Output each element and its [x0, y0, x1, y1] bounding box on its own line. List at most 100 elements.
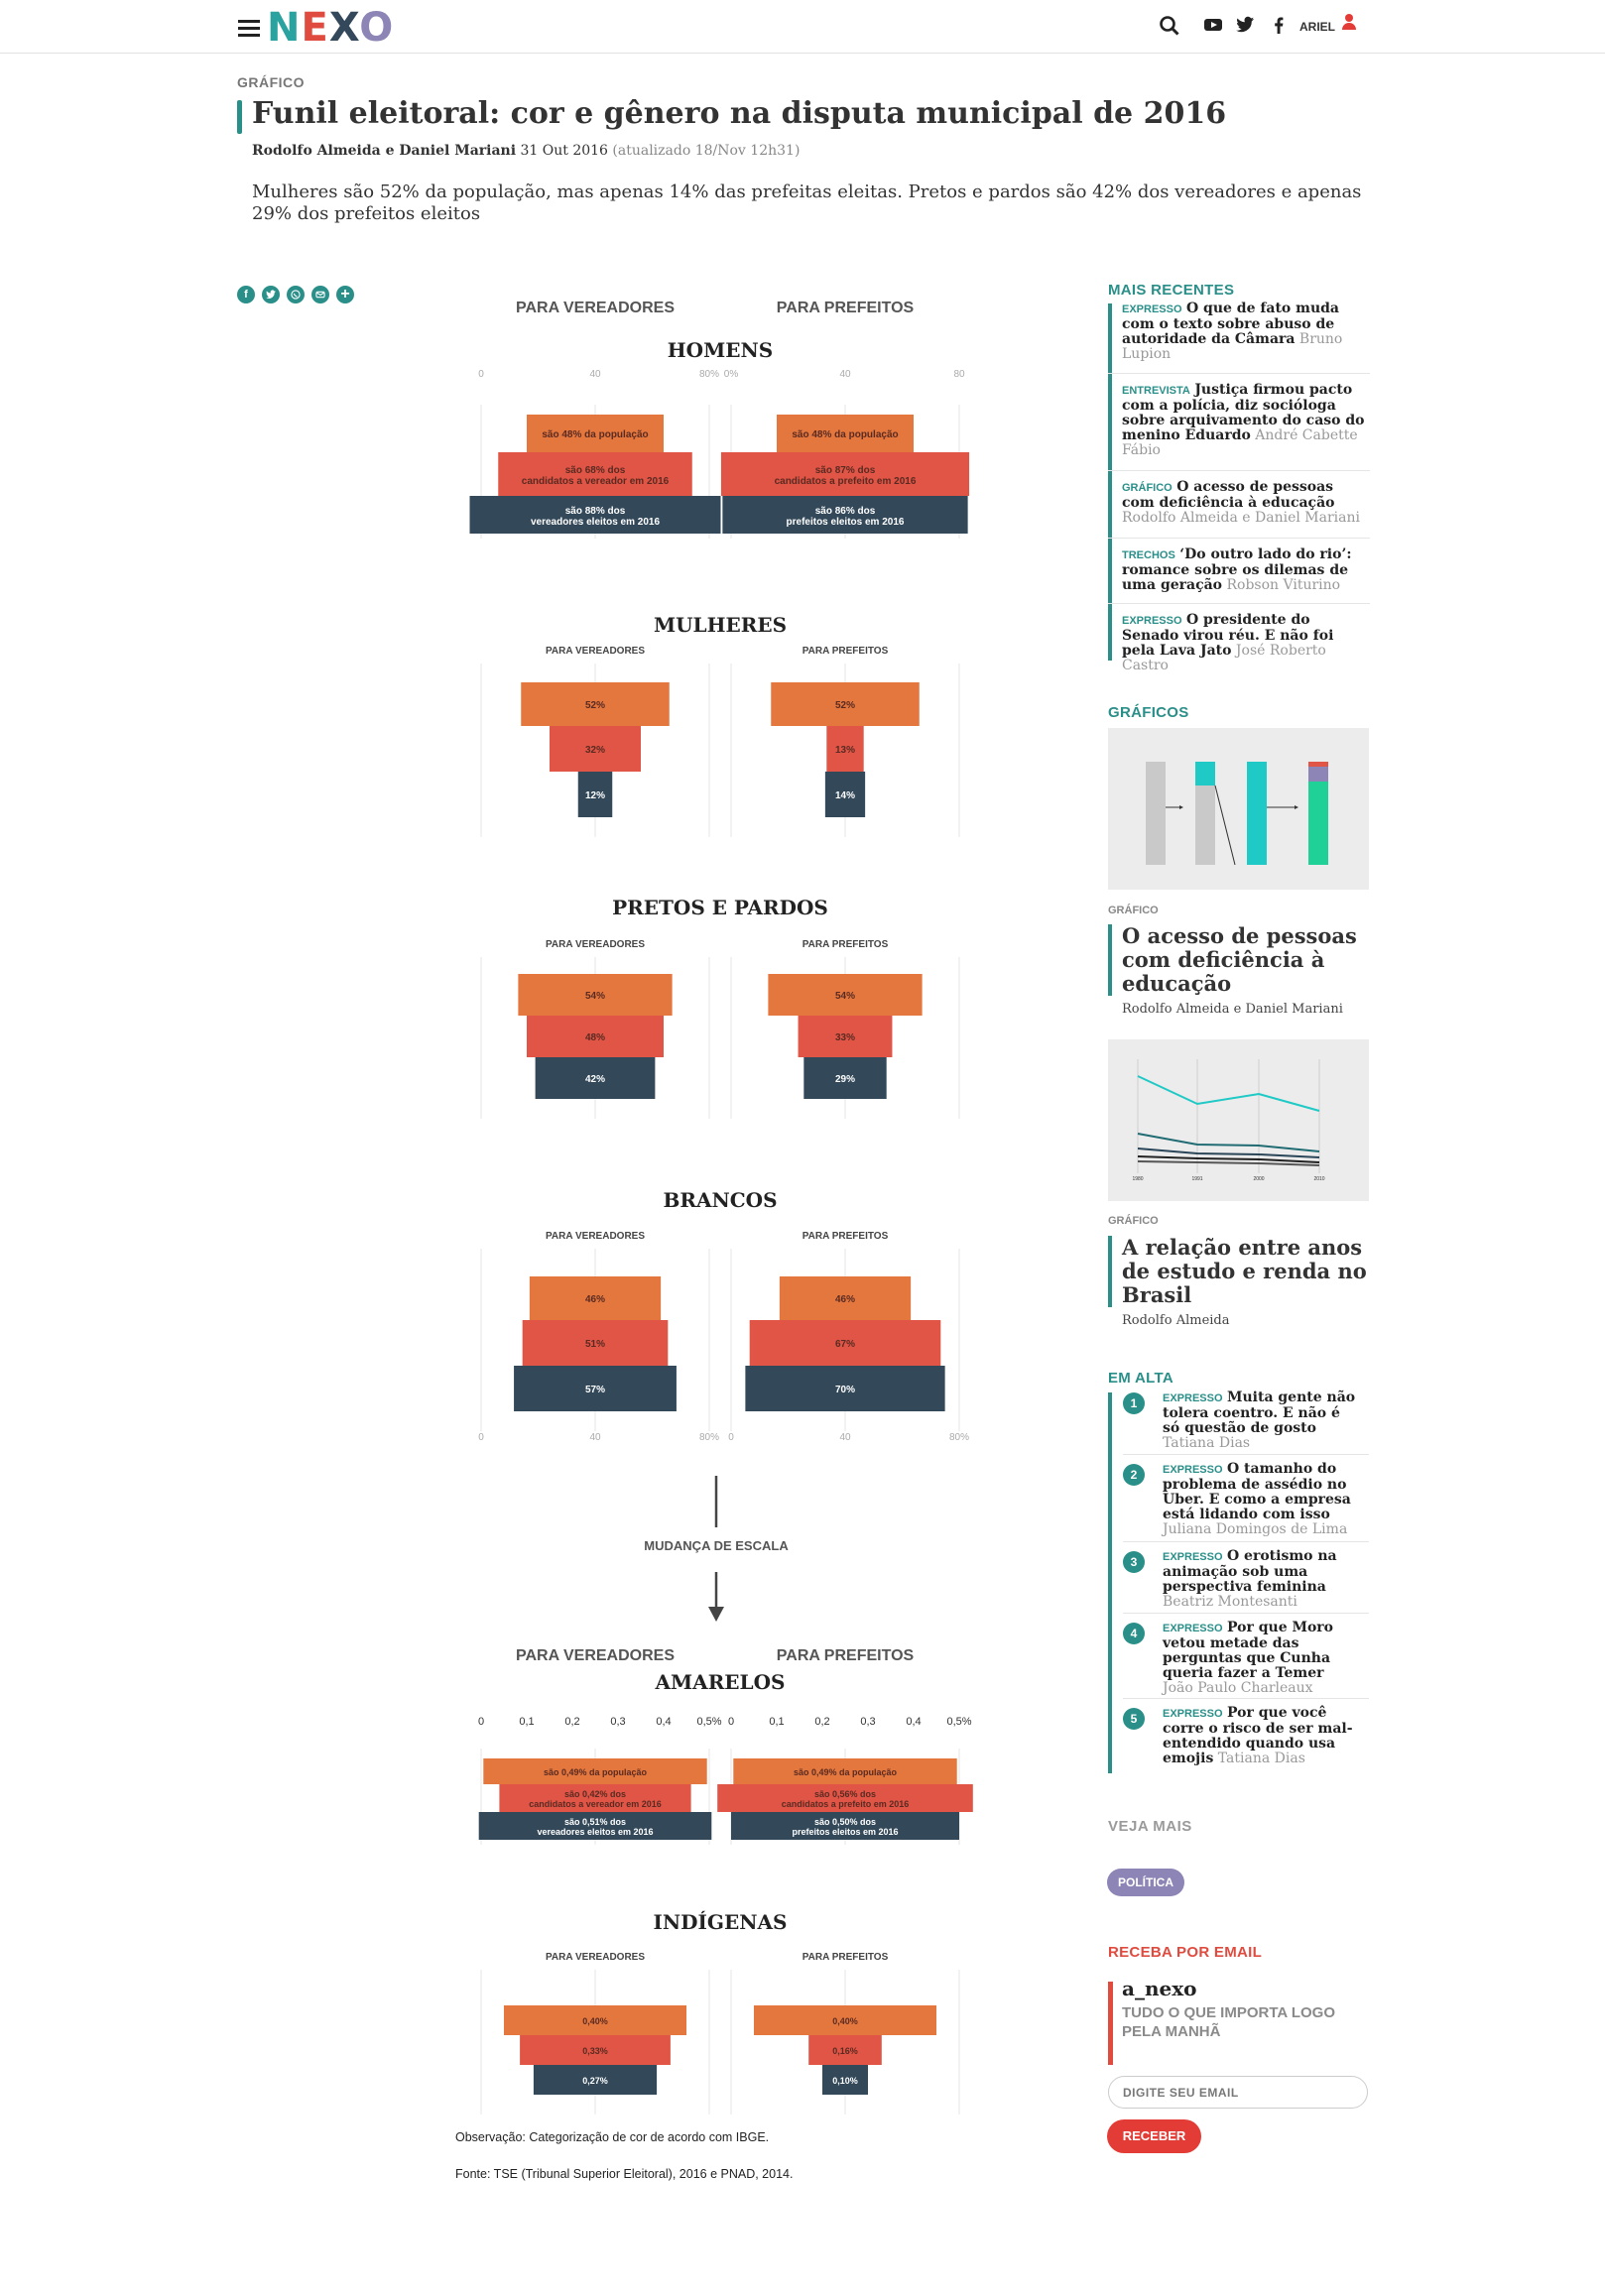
thumb-year: 1980: [1132, 1176, 1143, 1182]
subscribe-button[interactable]: RECEBER: [1107, 2119, 1201, 2153]
tick-label: 0,4: [906, 1716, 921, 1728]
tick-label: 80%: [699, 1432, 719, 1443]
trending-item[interactable]: EXPRESSO Muita gente não tolera coentro.…: [1163, 1390, 1357, 1451]
email-field[interactable]: [1108, 2076, 1368, 2109]
recent-item[interactable]: TRECHOS ‘Do outro lado do rio’: romance …: [1122, 547, 1370, 593]
grafico-thumb-2[interactable]: 1980 1991 2000 2010: [1108, 1039, 1369, 1201]
funnel-bar: [720, 452, 970, 496]
funnel-bar: [533, 2065, 658, 2095]
nexo-logo[interactable]: NEXO: [267, 5, 395, 51]
tick-label: 0: [728, 1716, 734, 1728]
grafico-kicker-2: GRÁFICO: [1108, 1215, 1159, 1227]
tick-label: 0: [478, 1716, 484, 1728]
funnel-bar: [745, 1366, 945, 1411]
bar-label: são 0,51% dos vereadores eleitos em 2016: [537, 1817, 653, 1837]
recent-title[interactable]: O que de fato muda com o texto sobre abu…: [1122, 301, 1339, 347]
tick-label: 0: [728, 1432, 734, 1443]
recent-tag: EXPRESSO: [1122, 615, 1182, 627]
bar-label: são 68% dos candidatos a vereador em 2016: [522, 465, 670, 487]
bar-label: são 0,42% dos candidatos a vereador em 20…: [529, 1789, 662, 1809]
trending-title[interactable]: O erotismo na animação sob uma perspecti…: [1163, 1548, 1337, 1595]
funnel-bar: [520, 2035, 671, 2065]
search-icon[interactable]: [1159, 14, 1180, 36]
tag-politica[interactable]: POLÍTICA: [1107, 1869, 1184, 1896]
article-date: 31 Out 2016: [520, 143, 608, 159]
recent-title[interactable]: O presidente do Senado virou réu. E não …: [1122, 612, 1334, 659]
user-icon[interactable]: [1341, 13, 1357, 31]
col-title-prefeitos: PARA PREFEITOS: [777, 1647, 915, 1664]
share-plus-icon[interactable]: +: [336, 286, 354, 303]
chart-note: Observação: Categorização de cor de acor…: [455, 2130, 770, 2144]
trending-title[interactable]: Por que você corre o risco de ser mal-en…: [1163, 1705, 1353, 1766]
tick-label: 0,3: [860, 1716, 875, 1728]
recent-item[interactable]: EXPRESSO O presidente do Senado virou ré…: [1122, 613, 1370, 673]
article-authors[interactable]: Rodolfo Almeida e Daniel Mariani: [252, 143, 517, 159]
funnel-bar: [518, 974, 673, 1016]
group-title: BRANCOS: [663, 1188, 777, 1212]
share-email-icon[interactable]: [311, 286, 329, 303]
grafico-thumb-1[interactable]: [1108, 728, 1369, 890]
recent-item[interactable]: GRÁFICO O acesso de pessoas com deficiên…: [1122, 480, 1370, 526]
trending-title[interactable]: Muita gente não tolera coentro. E não é …: [1163, 1390, 1356, 1436]
funnel-chart: PARA VEREADORES PARA PREFEITOS PARA VEREAD…: [469, 300, 973, 2115]
funnel-bar: [779, 1276, 912, 1320]
trending-item[interactable]: EXPRESSO O tamanho do problema de assédi…: [1163, 1462, 1357, 1537]
trending-tag: EXPRESSO: [1163, 1623, 1223, 1634]
share-twitter-icon[interactable]: [262, 286, 280, 303]
recent-item[interactable]: EXPRESSO O que de fato muda com o texto …: [1122, 302, 1370, 362]
panel-subtitle: PARA PREFEITOS: [802, 1231, 889, 1242]
thumb-year: 2000: [1253, 1176, 1264, 1182]
funnel-bar: [777, 415, 914, 452]
panel-subtitle: PARA PREFEITOS: [802, 646, 889, 657]
facebook-icon[interactable]: [1268, 14, 1290, 36]
funnel-bar: [469, 496, 721, 534]
trending-title[interactable]: O tamanho do problema de assédio no Uber…: [1163, 1461, 1351, 1522]
rank-badge: 3: [1123, 1551, 1145, 1573]
trending-item[interactable]: EXPRESSO Por que você corre o risco de s…: [1163, 1706, 1357, 1766]
rank-badge: 1: [1123, 1392, 1145, 1414]
recent-section-title: MAIS RECENTES: [1108, 282, 1235, 299]
user-name[interactable]: ARIEL: [1299, 20, 1335, 34]
bar-label: 42%: [585, 1074, 605, 1085]
panel-subtitle: PARA VEREADORES: [546, 1231, 645, 1242]
divider: [1123, 1613, 1369, 1614]
chart-source: Fonte: TSE (Tribunal Superior Eleitoral)…: [455, 2167, 794, 2181]
trending-item[interactable]: EXPRESSO O erotismo na animação sob uma …: [1163, 1549, 1357, 1610]
divider: [1123, 1698, 1369, 1699]
tick-label: 0,1: [769, 1716, 784, 1728]
twitter-icon[interactable]: [1234, 14, 1256, 36]
funnel-bar: [798, 1016, 893, 1057]
bar-label: 51%: [585, 1339, 605, 1350]
trending-item[interactable]: EXPRESSO Por que Moro vetou metade das p…: [1163, 1621, 1357, 1696]
panel-subtitle: PARA VEREADORES: [546, 646, 645, 657]
trending-title[interactable]: Por que Moro vetou metade das perguntas …: [1163, 1620, 1334, 1681]
funnel-bar: [803, 1057, 887, 1099]
recent-title[interactable]: ‘Do outro lado do rio’: romance sobre os…: [1122, 546, 1352, 593]
recent-title[interactable]: O acesso de pessoas com deficiência à ed…: [1122, 479, 1335, 511]
trending-author: Juliana Domingos de Lima: [1163, 1521, 1348, 1537]
bar-label: 48%: [585, 1032, 605, 1043]
grafico-title-2[interactable]: A relação entre anos de estudo e renda n…: [1122, 1235, 1367, 1307]
trending-tag: EXPRESSO: [1163, 1551, 1223, 1563]
recent-author: Robson Viturino: [1226, 577, 1341, 593]
bar-label: 57%: [585, 1385, 605, 1395]
recent-item[interactable]: ENTREVISTA Justiça firmou pacto com a po…: [1122, 383, 1370, 458]
col-title-vereadores: PARA VEREADORES: [516, 300, 675, 316]
hamburger-icon[interactable]: [238, 20, 260, 37]
rank-badge: 2: [1123, 1464, 1145, 1486]
tick-label: 0,2: [814, 1716, 829, 1728]
divider: [1108, 373, 1370, 374]
arrow-down-icon: [708, 1607, 724, 1622]
tick-label: 80%: [949, 1432, 969, 1443]
bar-label: 52%: [585, 700, 605, 711]
youtube-icon[interactable]: [1202, 14, 1224, 36]
share-whatsapp-icon[interactable]: [287, 286, 305, 303]
funnel-bar: [822, 2065, 868, 2095]
grafico-title-1[interactable]: O acesso de pessoas com deficiência à ed…: [1122, 923, 1357, 996]
article-kicker: GRÁFICO: [237, 74, 306, 90]
funnel-bar: [731, 1812, 959, 1840]
recent-title[interactable]: Justiça firmou pacto com a polícia, diz …: [1122, 382, 1365, 443]
share-facebook-icon[interactable]: f: [237, 286, 255, 303]
bar-label: 0,40%: [832, 2016, 858, 2026]
recent-tag: GRÁFICO: [1122, 482, 1173, 494]
